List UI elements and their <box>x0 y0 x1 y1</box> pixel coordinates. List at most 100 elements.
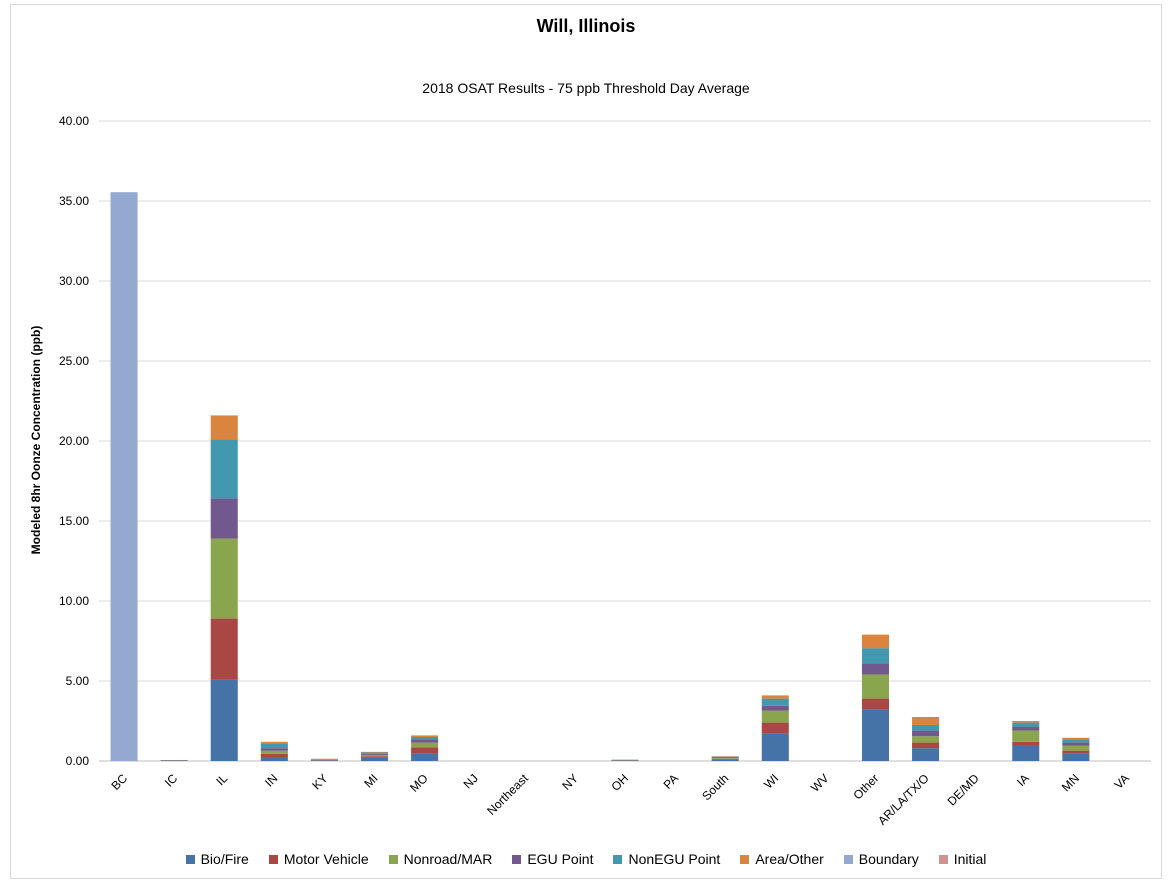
x-tick-label: KY <box>309 771 330 792</box>
legend-swatch <box>268 854 278 864</box>
y-tick-label: 35.00 <box>59 194 89 208</box>
bar-segment <box>1012 745 1040 761</box>
bar-segment <box>1062 753 1090 761</box>
legend-swatch <box>512 854 522 864</box>
legend-swatch <box>740 854 750 864</box>
bar-segment <box>1062 737 1090 740</box>
y-tick-label: 40.00 <box>59 114 89 128</box>
bar-segment <box>210 439 238 499</box>
legend-label: Initial <box>953 851 987 867</box>
x-tick-label: IL <box>213 771 230 788</box>
x-tick-label: PA <box>661 771 682 792</box>
x-tick-label: NJ <box>461 771 481 791</box>
bar-segment <box>761 710 789 723</box>
bar-segment <box>210 679 238 761</box>
bar-segment <box>260 757 288 761</box>
legend-label: Area/Other <box>755 851 824 867</box>
y-tick-label: 20.00 <box>59 434 89 448</box>
bar-segment <box>761 698 789 706</box>
x-tick-label: MI <box>361 771 380 790</box>
legend-item: Area/Other <box>740 851 824 867</box>
legend-label: Nonroad/MAR <box>403 851 493 867</box>
bar-segment <box>260 741 288 744</box>
bar-segment <box>1012 730 1040 742</box>
bar-segment <box>761 705 789 711</box>
bar-segment <box>912 736 940 743</box>
y-tick-label: 15.00 <box>59 514 89 528</box>
legend-item: Boundary <box>843 851 919 867</box>
legend-item: NonEGU Point <box>613 851 720 867</box>
legend-label: Boundary <box>858 851 919 867</box>
bar-segment <box>260 743 288 749</box>
bar-segment <box>411 739 439 743</box>
bar-segment <box>861 709 890 761</box>
bar-segment <box>1012 721 1040 723</box>
y-tick-label: 30.00 <box>59 274 89 288</box>
bar-segment <box>411 737 439 740</box>
legend-swatch <box>185 854 195 864</box>
chart-subtitle: 2018 OSAT Results - 75 ppb Threshold Day… <box>422 80 750 96</box>
bar-segment <box>411 735 439 737</box>
legend-label: Bio/Fire <box>200 851 249 867</box>
bar-segment <box>411 747 439 754</box>
y-tick-label: 0.00 <box>66 754 90 768</box>
bar-segment <box>360 752 389 754</box>
x-tick-label: South <box>699 771 731 803</box>
x-tick-label: IN <box>262 771 280 789</box>
legend-swatch <box>938 854 948 864</box>
bar-segment <box>360 756 389 758</box>
bar-segment <box>761 695 789 699</box>
bar-segment <box>912 742 940 749</box>
bar-segment <box>360 754 389 757</box>
y-tick-label: 5.00 <box>66 674 90 688</box>
bar-segment <box>310 760 338 761</box>
bar-segment <box>411 742 439 748</box>
bar-segment <box>711 756 739 758</box>
bar-segment <box>210 415 238 440</box>
bar-segment <box>360 753 389 755</box>
legend-item: EGU Point <box>512 851 593 867</box>
bar-segment <box>861 634 890 649</box>
x-tick-label: OH <box>608 771 631 794</box>
bar-segment <box>711 758 739 760</box>
bar-segment <box>411 753 439 761</box>
bar-segment <box>912 730 940 737</box>
bar-segment <box>861 663 890 675</box>
bar-segment <box>1012 741 1040 745</box>
bar-segment <box>1062 742 1090 746</box>
bar-segment <box>761 733 789 761</box>
legend-label: NonEGU Point <box>628 851 721 867</box>
x-tick-label: WV <box>808 771 832 795</box>
x-tick-label: VA <box>1111 771 1132 792</box>
bar-segment <box>260 748 288 751</box>
x-tick-label: MN <box>1059 771 1082 794</box>
legend-label: EGU Point <box>527 851 594 867</box>
bar-segment <box>861 674 890 699</box>
x-tick-label: Northeast <box>484 771 531 818</box>
bar-segment <box>761 722 789 734</box>
bar-segment <box>861 648 890 664</box>
x-tick-label: BC <box>108 771 130 793</box>
y-tick-label: 10.00 <box>59 594 89 608</box>
legend-item: Motor Vehicle <box>268 851 369 867</box>
legend-swatch <box>613 854 623 864</box>
legend-item: Nonroad/MAR <box>388 851 493 867</box>
legend-swatch <box>843 854 853 864</box>
x-tick-label: Other <box>850 771 881 802</box>
bar-segment <box>711 758 739 759</box>
x-tick-label: AR/LA/TX/O <box>875 771 932 828</box>
legend-item: Initial <box>938 851 987 867</box>
bar-segment <box>360 757 389 761</box>
bar-segment <box>711 757 739 759</box>
bar-segment <box>912 717 940 725</box>
bar-segment <box>912 748 940 761</box>
legend: Bio/Fire Motor Vehicle Nonroad/MAR EGU Poin… <box>0 851 1172 867</box>
bar-segment <box>260 753 288 757</box>
x-tick-label: WI <box>761 771 781 791</box>
bar-segment <box>210 498 238 539</box>
bar-segment <box>861 698 890 710</box>
bar-segment <box>711 759 739 761</box>
x-tick-label: IC <box>162 771 181 790</box>
bar-segment <box>260 750 288 754</box>
chart-title: Will, Illinois <box>536 16 636 36</box>
